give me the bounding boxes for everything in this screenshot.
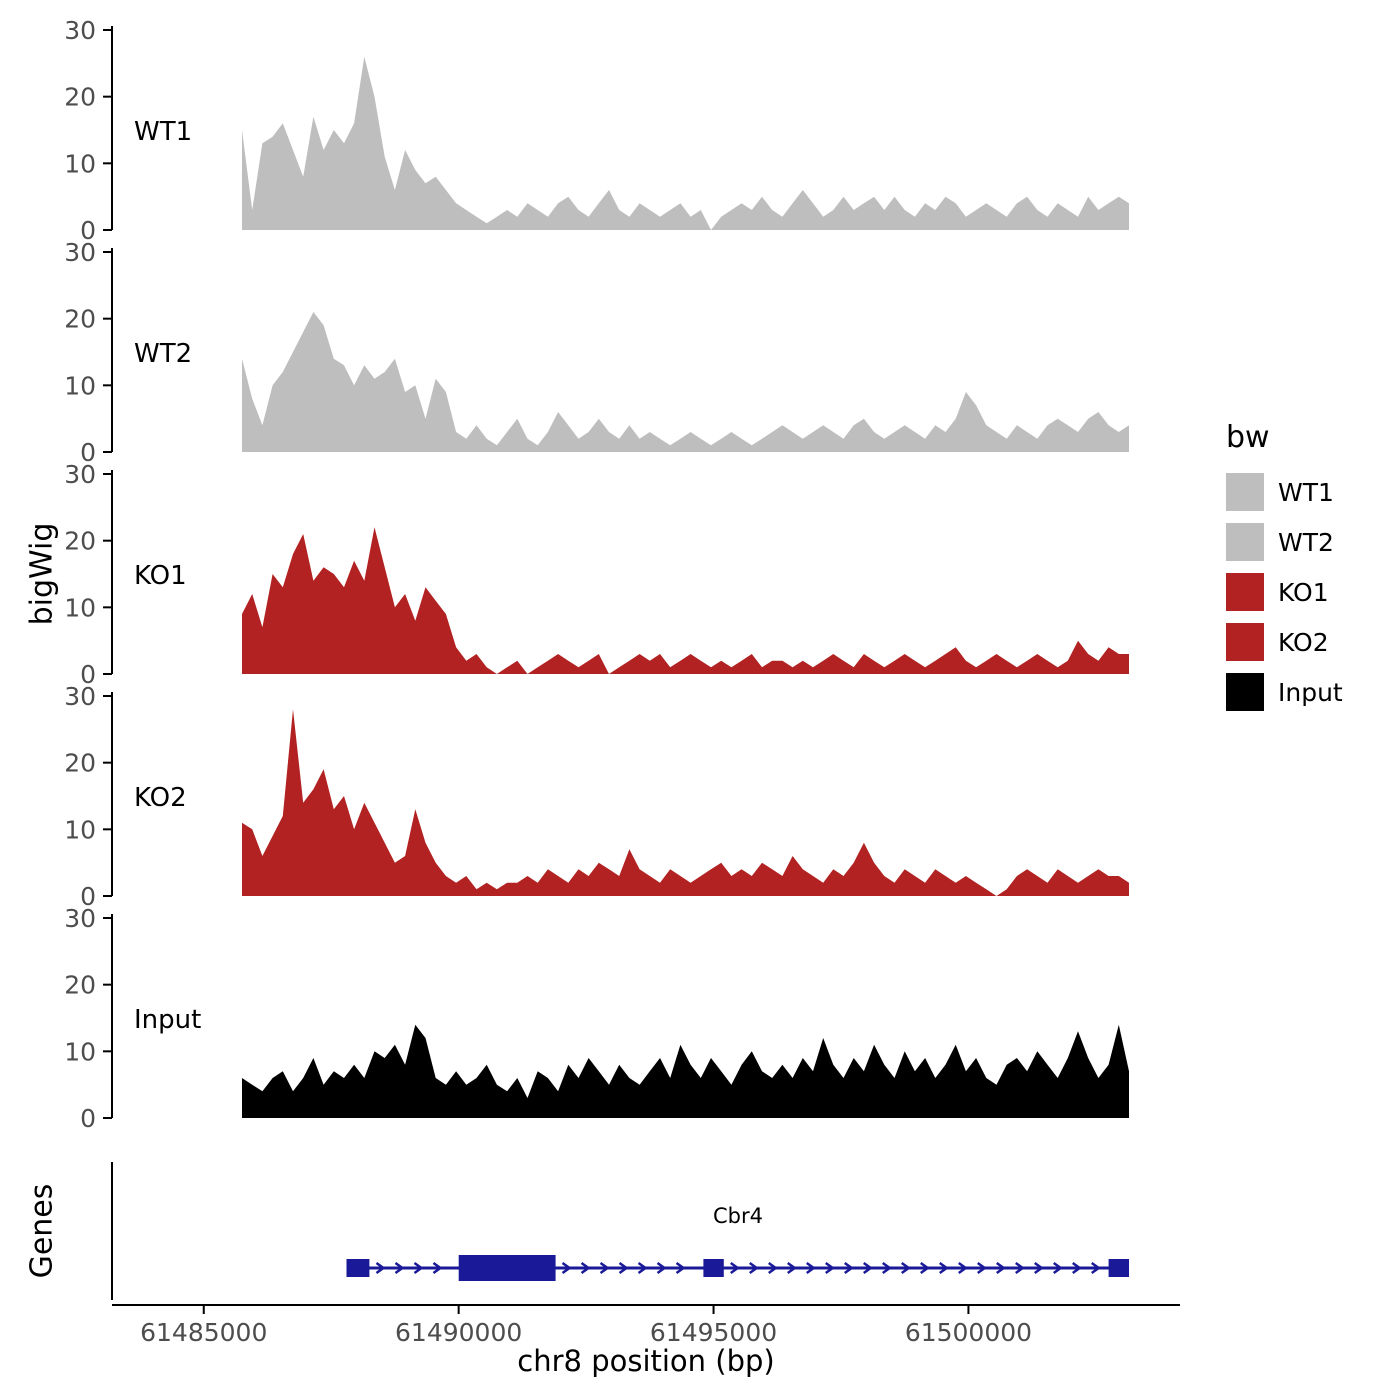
y-tick-label: 10 — [64, 371, 96, 400]
y-tick-label: 30 — [64, 238, 96, 267]
y-tick-label: 10 — [64, 815, 96, 844]
legend-swatch — [1226, 623, 1264, 661]
y-tick-label: 20 — [64, 749, 96, 778]
x-tick-label: 61500000 — [905, 1318, 1032, 1347]
x-tick-label: 61495000 — [650, 1318, 777, 1347]
track-label-WT2: WT2 — [134, 339, 192, 369]
y-tick-label: 30 — [64, 460, 96, 489]
y-tick-label: 30 — [64, 682, 96, 711]
track-label-KO1: KO1 — [134, 561, 187, 591]
strand-arrow-icon — [375, 1261, 386, 1275]
genes-axis-title: Genes — [24, 1183, 60, 1279]
strand-arrow-icon — [749, 1261, 759, 1275]
strand-arrow-icon — [920, 1261, 930, 1275]
strand-arrow-icon — [768, 1261, 778, 1275]
coverage-area-WT1 — [242, 56, 1129, 231]
legend-swatch — [1226, 473, 1264, 511]
x-tick-label: 61490000 — [395, 1318, 522, 1347]
strand-arrow-icon — [580, 1261, 591, 1275]
track-label-Input: Input — [134, 1005, 201, 1035]
y-tick-label: 20 — [64, 971, 96, 1000]
coverage-area-KO2 — [242, 709, 1129, 896]
y-tick-label: 20 — [64, 305, 96, 334]
coverage-area-WT2 — [242, 312, 1129, 452]
legend-label: Input — [1278, 677, 1343, 707]
strand-arrow-icon — [958, 1261, 968, 1275]
y-tick-label: 20 — [64, 527, 96, 556]
legend-item-KO2: KO2 — [1226, 623, 1343, 661]
strand-arrow-icon — [882, 1261, 892, 1275]
y-tick-label: 0 — [80, 660, 96, 689]
legend-label: WT2 — [1278, 527, 1334, 557]
strand-arrow-icon — [618, 1261, 629, 1275]
strand-arrow-icon — [413, 1261, 424, 1275]
y-tick-label: 20 — [64, 83, 96, 112]
legend-item-KO1: KO1 — [1226, 573, 1343, 611]
coverage-area-Input — [242, 1024, 1129, 1118]
y-tick-label: 10 — [64, 593, 96, 622]
legend-item-Input: Input — [1226, 673, 1343, 711]
strand-arrow-icon — [825, 1261, 835, 1275]
strand-arrow-icon — [863, 1261, 873, 1275]
strand-arrow-icon — [561, 1261, 572, 1275]
strand-arrow-icon — [1053, 1261, 1063, 1275]
legend-swatch — [1226, 573, 1264, 611]
strand-arrow-icon — [901, 1261, 911, 1275]
strand-arrow-icon — [787, 1261, 797, 1275]
y-tick-label: 30 — [64, 904, 96, 933]
x-tick-label: 61485000 — [140, 1318, 267, 1347]
legend-swatch — [1226, 523, 1264, 561]
legend-label: WT1 — [1278, 477, 1334, 507]
strand-arrow-icon — [939, 1261, 949, 1275]
coverage-area-KO1 — [242, 527, 1129, 674]
track-label-KO2: KO2 — [134, 783, 187, 813]
x-axis-title: chr8 position (bp) — [517, 1344, 775, 1378]
strand-arrow-icon — [599, 1261, 610, 1275]
strand-arrow-icon — [637, 1261, 648, 1275]
legend-swatch — [1226, 673, 1264, 711]
y-tick-label: 0 — [80, 216, 96, 245]
strand-arrow-icon — [977, 1261, 987, 1275]
strand-arrow-icon — [675, 1261, 686, 1275]
legend-label: KO1 — [1278, 577, 1329, 607]
legend-items: WT1 WT2 KO1 KO2 Input — [1226, 473, 1343, 711]
strand-arrow-icon — [1091, 1261, 1101, 1275]
legend-item-WT1: WT1 — [1226, 473, 1343, 511]
strand-arrow-icon — [806, 1261, 816, 1275]
gene-exon — [703, 1259, 724, 1277]
track-label-WT1: WT1 — [134, 117, 192, 147]
legend-label: KO2 — [1278, 627, 1329, 657]
strand-arrow-icon — [432, 1261, 443, 1275]
strand-arrow-icon — [1072, 1261, 1082, 1275]
y-tick-label: 0 — [80, 438, 96, 467]
y-tick-label: 0 — [80, 882, 96, 911]
strand-arrow-icon — [844, 1261, 854, 1275]
strand-arrow-icon — [656, 1261, 667, 1275]
legend-title: bw — [1226, 420, 1270, 455]
strand-arrow-icon — [394, 1261, 405, 1275]
legend-item-WT2: WT2 — [1226, 523, 1343, 561]
strand-arrow-icon — [996, 1261, 1006, 1275]
y-tick-label: 30 — [64, 16, 96, 45]
gene-exon — [1108, 1259, 1129, 1277]
gene-exon — [346, 1259, 370, 1277]
strand-arrow-icon — [1034, 1261, 1044, 1275]
gene-exon — [458, 1255, 556, 1281]
strand-arrow-icon — [1015, 1261, 1025, 1275]
strand-arrow-icon — [730, 1261, 740, 1275]
y-tick-label: 10 — [64, 1037, 96, 1066]
y-axis-title: bigWig — [24, 522, 60, 626]
y-tick-label: 10 — [64, 149, 96, 178]
legend: bw WT1 WT2 KO1 KO2 Input — [1226, 420, 1343, 723]
y-tick-label: 0 — [80, 1104, 96, 1133]
gene-name-label: Cbr4 — [713, 1204, 763, 1228]
